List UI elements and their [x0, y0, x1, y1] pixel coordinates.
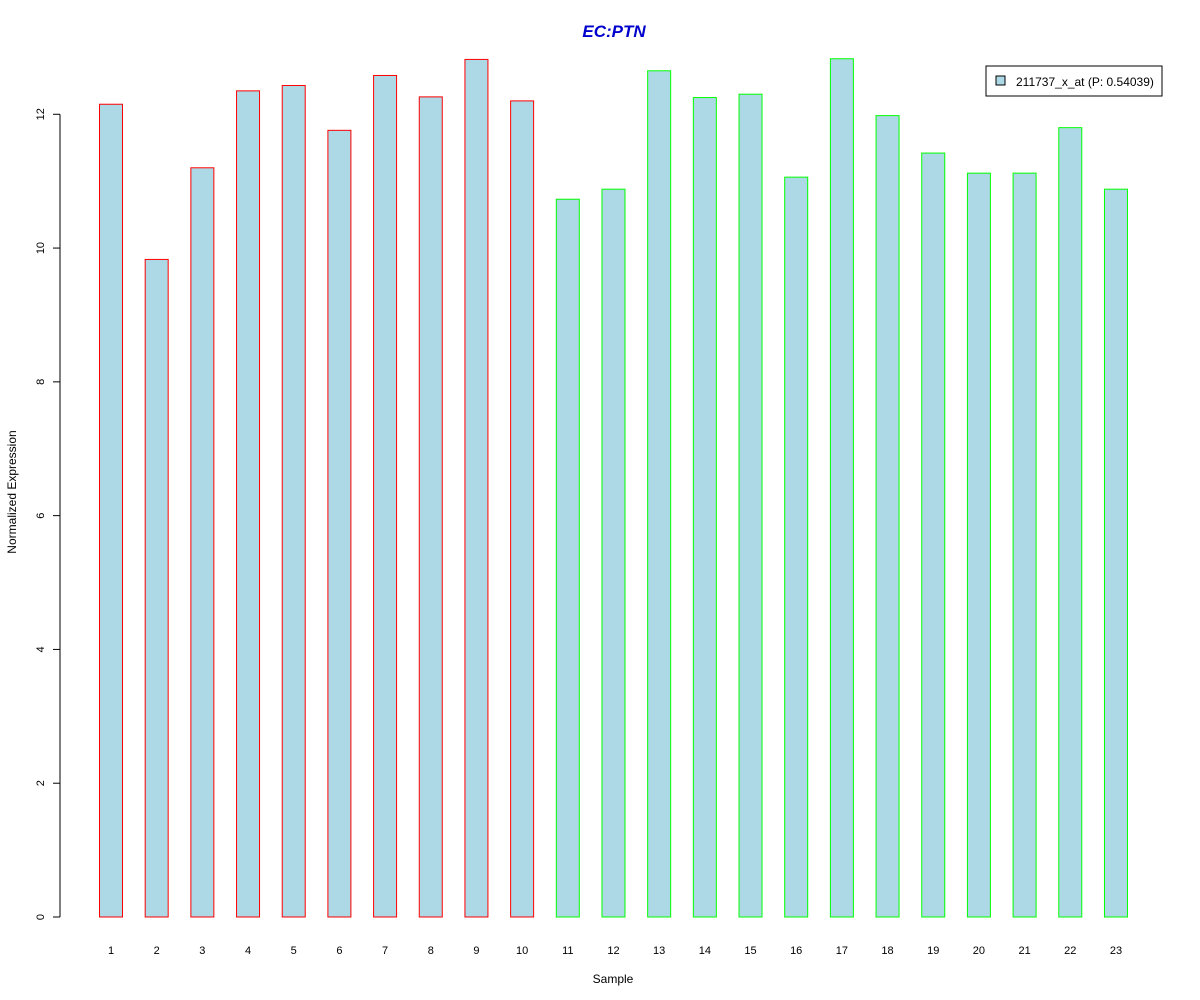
bar-sample-17 — [829, 58, 854, 918]
x-tick-label: 1 — [108, 945, 114, 957]
x-tick-label: 17 — [836, 945, 848, 957]
x-tick-label: 22 — [1064, 945, 1076, 957]
x-axis-label: Sample — [593, 972, 634, 986]
bar-sample-16 — [784, 176, 809, 918]
x-tick-label: 16 — [790, 945, 802, 957]
chart-title: EC:PTN — [582, 22, 646, 41]
bar-sample-14 — [692, 97, 717, 918]
bar-sample-7 — [373, 74, 398, 918]
x-tick-label: 12 — [607, 945, 619, 957]
bar-sample-13 — [647, 70, 672, 918]
x-tick-label: 18 — [881, 945, 893, 957]
y-axis: 0 2 4 6 8 10 12 — [35, 108, 61, 920]
x-tick-label: 14 — [699, 945, 711, 957]
bar-sample-8 — [418, 96, 443, 918]
x-tick-label: 5 — [291, 945, 297, 957]
bar-sample-20 — [966, 172, 991, 918]
x-tick-labels: 1 2 3 4 5 6 7 8 9 10 11 12 13 14 15 16 17 18 19 20 21 22 23 — [108, 945, 1122, 957]
y-tick-label: 12 — [35, 108, 47, 120]
bar-sample-1 — [99, 103, 123, 918]
y-tick-label: 0 — [35, 914, 47, 920]
bar-sample-15 — [738, 93, 763, 918]
x-tick-label: 9 — [473, 945, 479, 957]
x-tick-label: 6 — [336, 945, 342, 957]
legend-swatch — [995, 75, 1006, 86]
x-tick-label: 21 — [1018, 945, 1030, 957]
y-tick-label: 6 — [35, 513, 47, 519]
bar-sample-10 — [510, 100, 535, 918]
x-tick-label: 23 — [1110, 945, 1122, 957]
bar-sample-12 — [601, 188, 626, 918]
legend-box — [985, 65, 1163, 97]
bar-sample-2 — [144, 258, 169, 918]
y-tick-label: 8 — [35, 379, 47, 385]
bar-sample-6 — [327, 129, 352, 918]
legend-entry-label: 211737_x_at (P: 0.54039) — [1016, 75, 1154, 89]
x-tick-label: 3 — [199, 945, 205, 957]
x-tick-label: 15 — [744, 945, 756, 957]
bar-sample-11 — [555, 198, 580, 918]
bar-sample-9 — [464, 58, 489, 918]
bar-sample-21 — [1012, 172, 1037, 918]
x-tick-label: 13 — [653, 945, 665, 957]
bar-sample-23 — [1103, 188, 1128, 918]
x-tick-label: 8 — [428, 945, 434, 957]
x-tick-label: 2 — [154, 945, 160, 957]
y-tick-label: 4 — [35, 646, 47, 652]
x-tick-label: 7 — [382, 945, 388, 957]
bar-sample-4 — [236, 90, 261, 918]
bar-sample-5 — [281, 85, 306, 918]
bar-sample-18 — [875, 115, 900, 918]
bars-group — [99, 58, 1128, 918]
y-tick-label: 10 — [35, 242, 47, 254]
bar-sample-3 — [190, 167, 215, 918]
x-tick-label: 4 — [245, 945, 251, 957]
y-axis-label: Normalized Expression — [5, 430, 19, 553]
x-tick-label: 10 — [516, 945, 528, 957]
legend: 211737_x_at (P: 0.54039) — [985, 65, 1163, 97]
x-tick-label: 11 — [562, 945, 573, 957]
bar-sample-22 — [1058, 127, 1083, 918]
x-tick-label: 19 — [927, 945, 939, 957]
x-tick-label: 20 — [973, 945, 985, 957]
y-tick-label: 2 — [35, 780, 47, 786]
bar-sample-19 — [921, 152, 946, 918]
